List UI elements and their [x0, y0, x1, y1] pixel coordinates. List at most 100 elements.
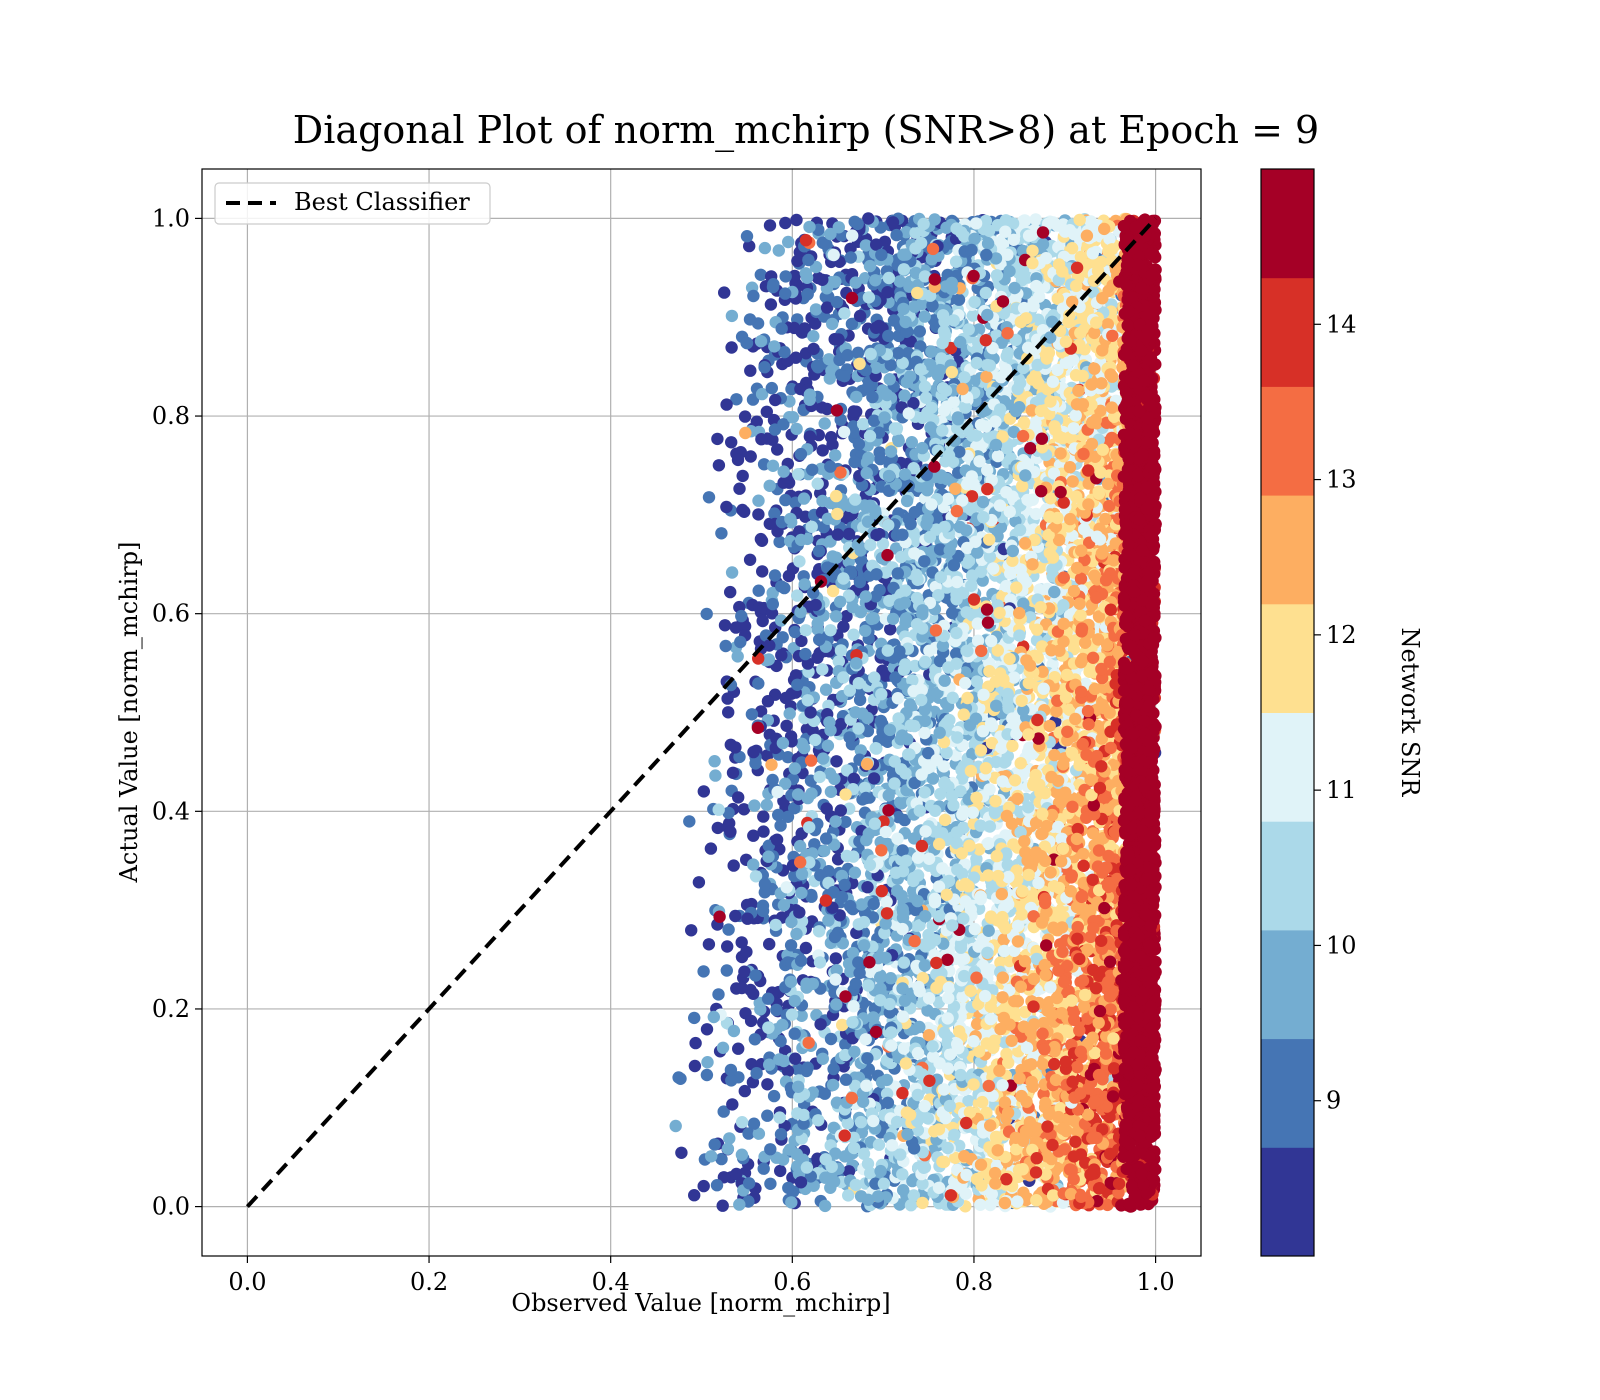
scatter-point [761, 1109, 774, 1122]
scatter-point [842, 527, 856, 541]
scatter-point [818, 417, 831, 430]
scatter-point [720, 964, 733, 977]
scatter-point [831, 528, 844, 541]
scatter-point [725, 341, 738, 354]
scatter-point [718, 286, 731, 299]
scatter-point [853, 693, 867, 707]
scatter-point [887, 314, 901, 327]
scatter-point [900, 325, 913, 338]
scatter-point [785, 1196, 798, 1209]
scatter-point [774, 819, 787, 832]
scatter-point [785, 915, 798, 929]
scatter-point [790, 213, 803, 227]
scatter-point [717, 1105, 730, 1118]
scatter-point [779, 777, 792, 790]
scatter-point [798, 322, 811, 335]
scatter-point [848, 455, 861, 469]
scatter-point [747, 1117, 761, 1130]
scatter-point [962, 1094, 975, 1108]
scatter-point [710, 1179, 724, 1192]
scatter-point [761, 1078, 774, 1091]
scatter-point [908, 506, 921, 519]
scatter-point [754, 532, 768, 546]
scatter-point [869, 361, 883, 374]
scatter-point [773, 535, 786, 549]
scatter-point [787, 321, 801, 335]
scatter-point [793, 906, 806, 919]
scatter-point [829, 610, 843, 623]
scatter-point [763, 479, 776, 492]
scatter-point [822, 914, 835, 927]
scatter-point [716, 1041, 730, 1055]
scatter-point [761, 992, 775, 1005]
scatter-point [774, 1164, 787, 1178]
scatter-point [776, 631, 789, 644]
scatter-point [812, 544, 826, 558]
scatter-point [700, 1068, 714, 1082]
scatter-point [860, 466, 873, 480]
scatter-point [712, 459, 726, 472]
scatter-point [740, 230, 754, 243]
scatter-point [736, 469, 749, 483]
scatter-point [869, 274, 882, 287]
scatter-point [952, 293, 966, 306]
scatter-point [911, 286, 924, 300]
scatter-point [767, 413, 781, 427]
scatter-point [842, 1165, 856, 1178]
scatter-point [892, 434, 905, 448]
scatter-point [795, 886, 808, 900]
scatter-point [770, 1003, 783, 1017]
scatter-point [791, 678, 804, 691]
scatter-point [729, 621, 743, 634]
scatter-point [735, 1148, 749, 1161]
scatter-point [829, 952, 842, 965]
scatter-point [890, 228, 903, 242]
scatter-point [739, 426, 752, 440]
scatter-point [775, 649, 788, 662]
scatter-point [752, 677, 765, 690]
scatter-point [776, 1153, 790, 1166]
scatter-point [716, 1199, 729, 1212]
scatter-point [754, 268, 767, 281]
scatter-point [766, 459, 780, 472]
scatter-point [747, 289, 760, 303]
scatter-point [801, 657, 815, 670]
scatter-point [685, 924, 698, 937]
scatter-point [754, 1003, 767, 1016]
scatter-point [809, 733, 822, 747]
scatter-point [688, 1059, 702, 1073]
scatter-point [704, 842, 718, 855]
scatter-point [720, 500, 733, 514]
scatter-point [812, 925, 826, 938]
scatter-point [827, 1175, 841, 1188]
scatter-point [745, 897, 758, 911]
scatter-point [809, 303, 823, 316]
scatter-point [830, 295, 844, 309]
scatter-point [802, 1036, 815, 1050]
scatter-point [738, 410, 752, 423]
scatter-point [731, 453, 745, 467]
scatter-point [852, 437, 866, 451]
scatter-point [798, 741, 811, 755]
scatter-point [732, 1042, 745, 1055]
scatter-point [832, 333, 845, 346]
scatter-point [862, 212, 875, 225]
scatter-point [745, 708, 759, 721]
scatter-point [729, 741, 742, 754]
scatter-point [724, 1063, 738, 1077]
scatter-point [735, 609, 748, 623]
scatter-point [786, 411, 800, 424]
scatter-point [777, 899, 791, 912]
scatter-point [849, 1178, 862, 1192]
scatter-point [721, 940, 734, 953]
scatter-point [904, 335, 917, 348]
scatter-point [730, 1167, 743, 1181]
scatter-point [764, 1143, 777, 1156]
scatter-point [738, 1084, 751, 1098]
scatter-point [918, 380, 932, 393]
scatter-point [697, 1179, 710, 1193]
scatter-point [756, 614, 769, 628]
scatter-point [810, 359, 824, 372]
scatter-point [966, 309, 980, 322]
